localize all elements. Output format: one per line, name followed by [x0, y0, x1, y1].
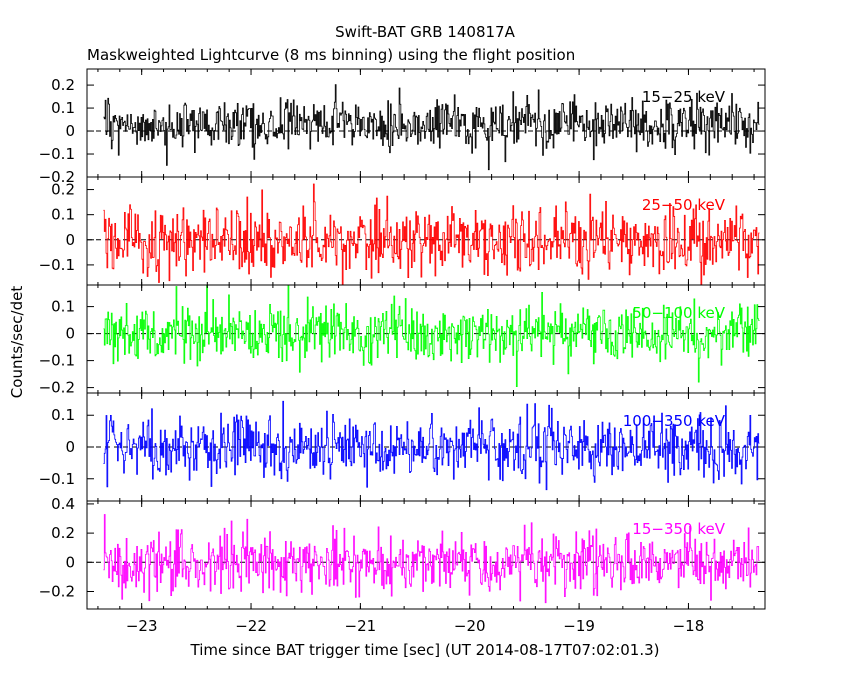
- x-tick-label: −19: [563, 617, 595, 635]
- y-tick-label: −0.2: [39, 168, 75, 186]
- panel-frame: [86, 500, 766, 610]
- series-line-4: [103, 400, 760, 491]
- chart-subtitle: Maskweighted Lightcurve (8 ms binning) u…: [87, 46, 575, 64]
- series-line-3: [103, 285, 760, 388]
- y-tick-label: 0: [65, 325, 75, 343]
- y-tick-label: 0.2: [51, 181, 75, 199]
- energy-band-label: 25−50 keV: [642, 196, 726, 214]
- energy-band-label: 15−25 keV: [642, 88, 726, 106]
- series-line-2: [103, 183, 760, 285]
- y-tick-label: 0.2: [51, 524, 75, 542]
- y-tick-label: 0.1: [51, 99, 75, 117]
- series-line-1: [103, 84, 760, 171]
- energy-band-label: 100−350 keV: [623, 412, 726, 430]
- x-tick-label: −21: [345, 617, 377, 635]
- series-line-5: [103, 514, 760, 604]
- energy-band-label: 15−350 keV: [632, 520, 725, 538]
- y-tick-label: 0.1: [51, 406, 75, 424]
- x-tick-label: −23: [126, 617, 158, 635]
- x-tick-label: −22: [235, 617, 267, 635]
- panels-group: −0.2 −0.1 0 0.1 0.2 15−25 keV −0.1 0 0.1 0.2 25−50…: [39, 68, 766, 610]
- y-tick-label: −0.1: [39, 352, 75, 370]
- y-tick-label: −0.2: [39, 379, 75, 397]
- y-tick-label: 0: [65, 553, 75, 571]
- y-tick-label: 0.1: [51, 298, 75, 316]
- x-axis-label: Time since BAT trigger time [sec] (UT 20…: [190, 641, 660, 659]
- y-tick-label: −0.2: [39, 582, 75, 600]
- panel-3: −0.2 −0.1 0 0.1 50−100 keV: [39, 284, 766, 397]
- panel-5: −0.2 0 0.2 0.4 15−350 keV: [39, 495, 766, 610]
- y-tick-label: 0: [65, 122, 75, 140]
- panel-2: −0.1 0 0.1 0.2 25−50 keV: [39, 176, 766, 286]
- y-tick-label: 0: [65, 438, 75, 456]
- panel-4: −0.1 0 0.1 100−350 keV: [39, 392, 766, 502]
- y-tick-label: 0.1: [51, 206, 75, 224]
- y-tick-label: −0.1: [39, 470, 75, 488]
- x-tick-label: −18: [673, 617, 705, 635]
- x-tick-label: −20: [454, 617, 486, 635]
- y-tick-label: −0.1: [39, 256, 75, 274]
- y-axis-label: Counts/sec/det: [8, 286, 26, 399]
- y-tick-label: 0: [65, 231, 75, 249]
- y-tick-label: 0.4: [51, 495, 75, 513]
- x-axis: −23 −22 −21 −20 −19 −18: [126, 617, 704, 635]
- y-tick-label: −0.1: [39, 145, 75, 163]
- panel-1: −0.2 −0.1 0 0.1 0.2 15−25 keV: [39, 68, 766, 186]
- chart-title: Swift-BAT GRB 140817A: [335, 23, 515, 41]
- energy-band-label: 50−100 keV: [632, 304, 725, 322]
- y-tick-label: 0.2: [51, 76, 75, 94]
